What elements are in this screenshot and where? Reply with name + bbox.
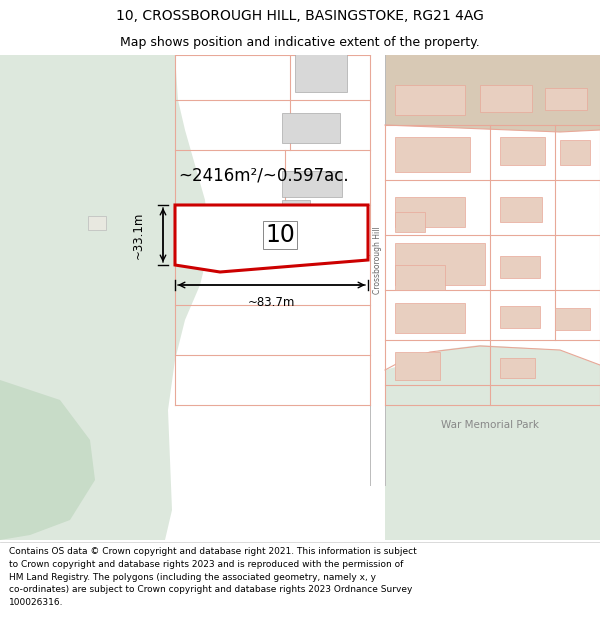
Bar	[555, 308, 590, 330]
Polygon shape	[0, 55, 210, 540]
Bar	[282, 171, 342, 197]
Polygon shape	[385, 55, 600, 132]
Bar	[282, 200, 310, 218]
Bar	[500, 197, 542, 222]
Polygon shape	[175, 205, 368, 272]
Text: ~33.1m: ~33.1m	[132, 211, 145, 259]
Bar	[295, 54, 347, 92]
Bar	[395, 265, 445, 290]
Bar	[560, 140, 590, 165]
Bar	[545, 88, 587, 110]
Text: 10, CROSSBOROUGH HILL, BASINGSTOKE, RG21 4AG: 10, CROSSBOROUGH HILL, BASINGSTOKE, RG21…	[116, 9, 484, 24]
Bar	[395, 137, 470, 172]
Bar	[395, 303, 465, 333]
Bar	[500, 306, 540, 328]
Bar	[480, 85, 532, 112]
Text: 10: 10	[265, 223, 295, 247]
Bar	[282, 113, 340, 143]
Bar	[395, 243, 485, 285]
Bar	[395, 212, 425, 232]
Polygon shape	[385, 345, 600, 540]
Bar	[88, 216, 106, 230]
Bar	[395, 85, 465, 115]
Polygon shape	[0, 380, 95, 540]
Bar	[395, 352, 440, 380]
Bar	[500, 256, 540, 278]
Text: ~2416m²/~0.597ac.: ~2416m²/~0.597ac.	[178, 166, 349, 184]
Text: War Memorial Park: War Memorial Park	[441, 420, 539, 430]
Text: ~83.7m: ~83.7m	[248, 296, 295, 309]
Bar	[500, 137, 545, 165]
Bar	[500, 358, 535, 378]
Text: Crossborough Hill: Crossborough Hill	[373, 226, 382, 294]
Bar	[370, 55, 385, 485]
Text: Contains OS data © Crown copyright and database right 2021. This information is : Contains OS data © Crown copyright and d…	[9, 547, 417, 608]
Bar	[395, 197, 465, 227]
Text: Map shows position and indicative extent of the property.: Map shows position and indicative extent…	[120, 36, 480, 49]
